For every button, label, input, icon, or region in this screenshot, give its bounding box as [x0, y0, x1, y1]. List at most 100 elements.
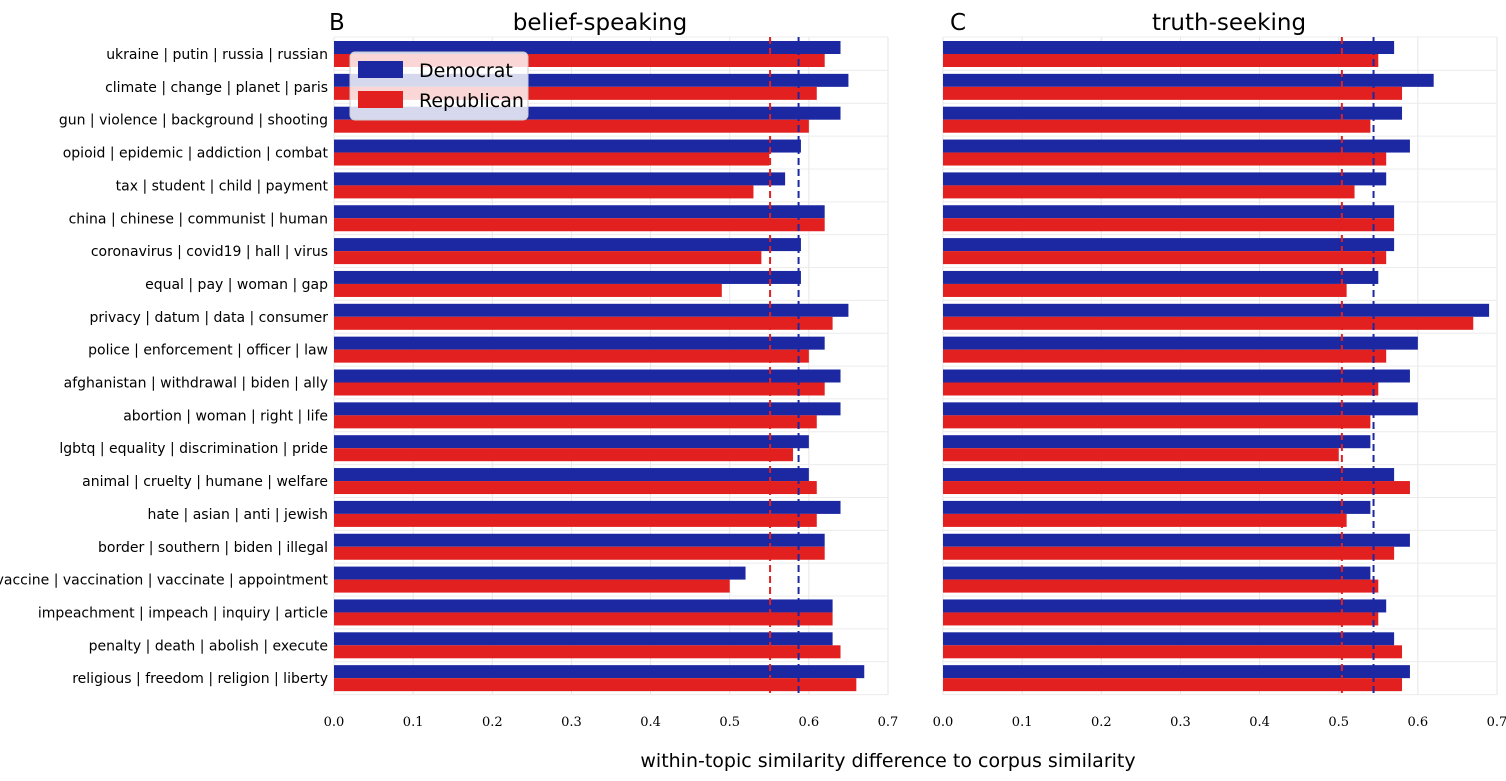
bar-democrat: [943, 238, 1395, 252]
bar-republican: [943, 152, 1387, 166]
bar-democrat: [334, 270, 801, 284]
bar-democrat: [334, 435, 809, 449]
bar-republican: [334, 218, 825, 232]
y-tick-label: climate | change | planet | paris: [105, 80, 328, 96]
bar-democrat: [334, 533, 825, 547]
bar-democrat: [943, 533, 1410, 547]
bar-republican: [334, 645, 841, 659]
y-tick-label: gun | violence | background | shooting: [59, 113, 328, 129]
x-tick-label: 0.0: [324, 715, 345, 730]
bar-republican: [943, 546, 1395, 560]
bar-republican: [943, 283, 1347, 297]
panel-letter: B: [329, 10, 345, 36]
x-tick-label: 0.3: [561, 715, 582, 730]
bar-republican: [943, 579, 1379, 593]
bar-republican: [334, 448, 794, 462]
bar-democrat: [334, 665, 865, 679]
bar-democrat: [943, 336, 1418, 350]
bar-republican: [334, 185, 754, 199]
y-tick-label: privacy | datum | data | consumer: [89, 310, 328, 326]
bar-republican: [943, 448, 1339, 462]
bar-democrat: [943, 106, 1403, 120]
y-tick-label: abortion | woman | right | life: [123, 408, 328, 424]
y-tick-label: border | southern | biden | illegal: [98, 540, 328, 556]
x-tick-label: 0.2: [1091, 715, 1112, 730]
x-tick-label: 0.2: [482, 715, 503, 730]
bar-democrat: [334, 238, 801, 252]
y-tick-label: ukraine | putin | russia | russian: [106, 47, 328, 63]
panel-title: belief-speaking: [513, 10, 688, 36]
y-tick-labels: ukraine | putin | russia | russian climat…: [0, 47, 329, 687]
bar-democrat: [943, 402, 1418, 416]
bar-democrat: [943, 435, 1371, 449]
bar-democrat: [334, 303, 849, 317]
legend: Democrat Republican: [349, 51, 529, 121]
bar-republican: [943, 119, 1371, 133]
bar-democrat: [334, 336, 825, 350]
bar-democrat: [334, 468, 809, 482]
x-tick-label: 0.7: [1487, 715, 1506, 730]
y-tick-label: china | chinese | communist | human: [69, 211, 328, 227]
bar-republican: [334, 579, 730, 593]
bars: [943, 41, 1490, 692]
bar-democrat: [943, 270, 1379, 284]
legend-label-republican: Republican: [419, 90, 524, 112]
bar-republican: [943, 678, 1403, 692]
y-tick-label: police | enforcement | officer | law: [88, 343, 328, 359]
bar-democrat: [334, 369, 841, 383]
y-tick-label: lgbtq | equality | discrimination | prid…: [59, 441, 328, 457]
bar-republican: [334, 612, 833, 626]
panel-title: truth-seeking: [1152, 10, 1306, 36]
bar-republican: [334, 546, 825, 560]
x-axis-label: within-topic similarity difference to co…: [640, 750, 1135, 772]
bar-republican: [334, 382, 825, 396]
legend-swatch-democrat: [358, 61, 403, 78]
x-tick-label: 0.4: [1249, 715, 1270, 730]
y-tick-label: hate | asian | anti | jewish: [148, 507, 328, 523]
bar-republican: [334, 316, 833, 330]
bar-republican: [943, 645, 1403, 659]
bar-democrat: [334, 205, 825, 219]
x-tick-labels: 0.0 0.1 0.2 0.3 0.4 0.5 0.6 0.7: [933, 715, 1506, 730]
bar-democrat: [943, 369, 1410, 383]
bar-democrat: [334, 172, 786, 186]
bar-democrat: [943, 632, 1395, 646]
bar-democrat: [334, 500, 841, 514]
bar-democrat: [943, 468, 1395, 482]
bar-republican: [334, 415, 817, 429]
bar-democrat: [943, 566, 1371, 580]
panel-letter: C: [950, 10, 966, 36]
grid-lines: [942, 36, 1498, 696]
bar-republican: [334, 152, 770, 166]
bar-democrat: [943, 41, 1395, 54]
y-tick-label: opioid | epidemic | addiction | combat: [63, 146, 329, 162]
y-tick-label: penalty | death | abolish | execute: [89, 638, 328, 654]
bar-republican: [943, 218, 1395, 232]
bar-republican: [943, 382, 1379, 396]
bar-democrat: [334, 566, 746, 580]
bar-republican: [943, 316, 1474, 330]
y-tick-label: afghanistan | withdrawal | biden | ally: [64, 376, 328, 392]
x-tick-label: 0.1: [1012, 715, 1033, 730]
bar-republican: [334, 678, 857, 692]
y-tick-label: religious | freedom | religion | liberty: [72, 671, 328, 687]
bar-democrat: [334, 41, 841, 54]
bar-republican: [943, 481, 1410, 495]
y-tick-label: vaccine | vaccination | vaccinate | appo…: [0, 573, 329, 589]
bar-democrat: [943, 205, 1395, 219]
panel-truth-seeking: 0.0 0.1 0.2 0.3 0.4 0.5 0.6 0.7 C truth-seeking: [933, 10, 1506, 730]
bar-republican: [943, 349, 1387, 363]
bar-democrat: [943, 303, 1490, 317]
bar-republican: [943, 415, 1371, 429]
x-tick-label: 0.4: [640, 715, 661, 730]
x-tick-label: 0.6: [1408, 715, 1429, 730]
bar-democrat: [334, 402, 841, 416]
x-tick-labels: 0.0 0.1 0.2 0.3 0.4 0.5 0.6 0.7: [324, 715, 899, 730]
bar-democrat: [943, 500, 1371, 514]
bar-democrat: [943, 172, 1387, 186]
y-tick-label: impeachment | impeach | inquiry | articl…: [38, 605, 328, 621]
y-tick-label: tax | student | child | payment: [116, 178, 329, 194]
bar-republican: [943, 86, 1403, 100]
bar-republican: [334, 481, 817, 495]
